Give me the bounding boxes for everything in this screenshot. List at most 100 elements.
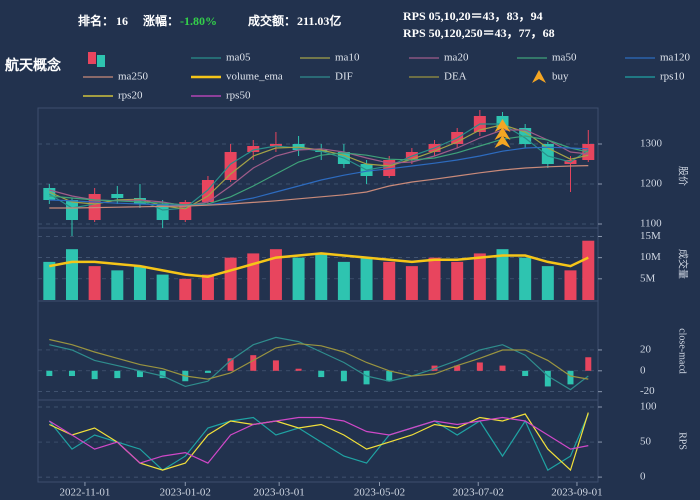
rank-label: 排名： <box>78 13 114 28</box>
volume-bar <box>133 266 146 300</box>
rps-long: RPS 50,120,250＝43，77，68 <box>403 26 555 40</box>
volume-bar <box>383 261 396 300</box>
volume-bar <box>360 257 373 300</box>
y-tick-label: 100 <box>640 401 657 413</box>
y-tick-label: 10M <box>640 251 661 263</box>
x-tick-label: 2023-01-02 <box>160 487 211 499</box>
macd-bar <box>295 368 302 371</box>
legend-label: rps20 <box>118 90 143 102</box>
legend-label: ma250 <box>118 71 148 83</box>
macd-bar <box>522 370 529 377</box>
x-tick-label: 2023-09-01 <box>551 487 602 499</box>
x-tick-label: 2023-07-02 <box>453 487 504 499</box>
y-tick-label: 1100 <box>640 218 662 230</box>
y-axis-label: 股价 <box>677 166 689 186</box>
volume-bar <box>337 261 350 300</box>
turnover-label: 成交额： <box>248 13 296 28</box>
legend-label: ma50 <box>552 52 577 64</box>
y-tick-label: 1300 <box>640 138 663 150</box>
x-tick-label: 2023-03-01 <box>253 487 304 499</box>
y-axis-label: 成交量 <box>677 249 690 279</box>
macd-bar <box>567 370 574 385</box>
y-axis-label: RPS <box>677 432 688 450</box>
x-tick-label: 2022-11-01 <box>59 487 110 499</box>
volume-bar <box>473 253 486 300</box>
series-line <box>49 338 589 380</box>
candle-body <box>65 200 78 220</box>
macd-bar <box>386 370 393 382</box>
legend-label: ma20 <box>444 52 469 64</box>
macd-bar <box>585 357 592 371</box>
volume-bar <box>43 261 56 300</box>
volume-bar <box>541 266 554 300</box>
macd-bar <box>499 365 506 371</box>
y-tick-label: 15M <box>640 230 661 242</box>
volume-bar <box>224 257 237 300</box>
buy-marker <box>494 127 511 140</box>
chart-title: 航天概念 <box>5 57 62 74</box>
candle-body <box>383 160 396 176</box>
y-tick-label: 5M <box>640 272 656 284</box>
series-line <box>49 165 589 209</box>
volume-bar <box>269 249 282 300</box>
turnover: 211.03亿 <box>297 13 341 28</box>
y-tick-label: 20 <box>640 343 652 355</box>
rank: 16 <box>116 14 128 28</box>
y-tick-label: 1200 <box>640 178 663 190</box>
macd-bar <box>68 370 75 377</box>
macd-bar <box>227 358 234 371</box>
volume-bar <box>156 274 169 300</box>
y-tick-label: 0 <box>640 364 646 376</box>
macd-bar <box>340 370 347 382</box>
macd-bar <box>46 370 53 377</box>
macd-bar <box>114 370 121 379</box>
rps-short: RPS 05,10,20＝43，83，94 <box>403 9 543 23</box>
legend-label: ma05 <box>226 52 251 64</box>
volume-bar <box>111 270 124 300</box>
candle-body <box>133 198 146 204</box>
volume-bar <box>65 249 78 300</box>
y-axis-label: close-macd <box>677 328 688 374</box>
series-line <box>49 146 589 207</box>
volume-bar <box>179 278 192 300</box>
volume-bar <box>564 270 577 300</box>
y-tick-label: 50 <box>640 436 652 448</box>
candle-body <box>111 194 124 198</box>
volume-bar <box>428 257 441 300</box>
macd-bar <box>476 362 483 371</box>
volume-bar <box>519 257 532 300</box>
series-line <box>48 416 589 464</box>
candle-body <box>224 152 237 180</box>
macd-bar <box>454 365 461 371</box>
macd-bar <box>363 370 370 385</box>
change: -1.80% <box>180 14 217 28</box>
buy-marker <box>494 135 511 148</box>
legend-label: volume_ema <box>226 71 283 83</box>
series-line <box>48 413 589 471</box>
legend-marker <box>532 70 546 83</box>
legend-label: DIF <box>335 71 353 83</box>
macd-bar <box>318 370 325 378</box>
change-label: 涨幅： <box>143 13 179 28</box>
macd-bar <box>250 355 257 371</box>
volume-bar <box>201 274 214 300</box>
legend-label: DEA <box>444 71 467 83</box>
legend-label: ma120 <box>660 52 690 64</box>
candle-body <box>156 204 169 220</box>
macd-bar <box>136 370 143 378</box>
series-line <box>49 252 589 278</box>
volume-bar <box>292 257 305 300</box>
macd-bar <box>272 360 279 371</box>
series-line <box>49 336 589 391</box>
volume-bar <box>451 261 464 300</box>
legend-label: rps10 <box>660 71 685 83</box>
y-tick-label: 0 <box>640 471 646 483</box>
legend-label: buy <box>552 71 569 83</box>
buy-marker <box>494 119 511 132</box>
x-tick-label: 2023-05-02 <box>354 487 405 499</box>
legend-label: rps50 <box>226 90 251 102</box>
volume-bar <box>582 240 595 300</box>
volume-bar <box>405 266 418 300</box>
